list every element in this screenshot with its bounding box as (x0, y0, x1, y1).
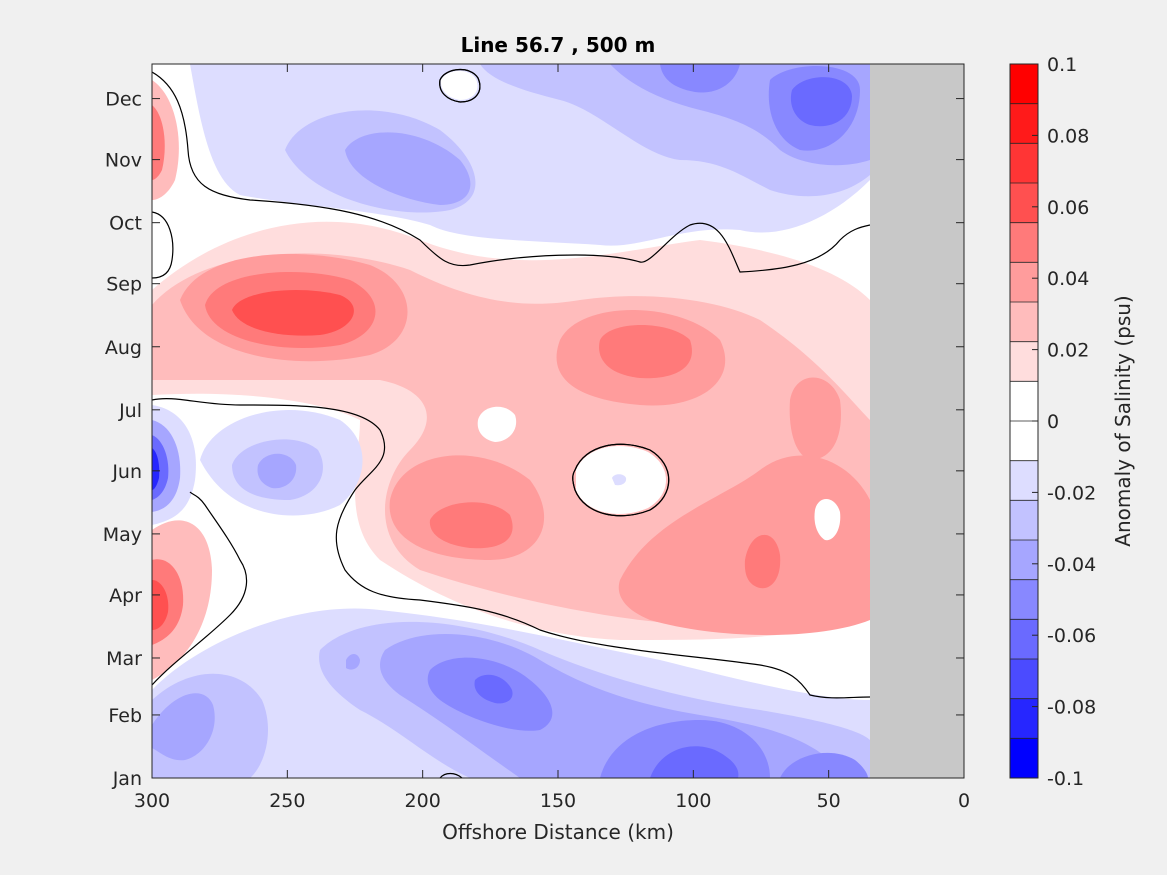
colorbar-tick-label-9: -0.08 (1047, 697, 1096, 719)
contour-fill-neg-11 (257, 453, 297, 489)
contour-fill-pos-5 (232, 290, 354, 336)
zero-contour-line-7 (439, 772, 463, 778)
zero-hole-4 (440, 70, 478, 100)
colorbar-level-17 (1010, 738, 1038, 779)
contour-fill-pos-10 (618, 455, 870, 635)
colorbar-tick-label-10: -0.1 (1047, 768, 1084, 790)
contour-fill-neg-26 (346, 654, 360, 670)
y-tick-label-jan: Jan (112, 768, 142, 790)
y-axis: Jan Feb Mar Apr May Jun Jul Aug Sep Oct Nov Dec (103, 89, 964, 790)
zero-hole-2 (477, 406, 517, 442)
contour-fill-pos-7 (599, 325, 692, 379)
contour-fill-neg-25 (152, 693, 215, 761)
colorbar-tick-label-3: 0.04 (1047, 268, 1089, 290)
colorbar-level-9 (1010, 421, 1038, 462)
colorbar-tick-label-7: -0.04 (1047, 554, 1096, 576)
contour-fill-pos-9 (429, 502, 513, 549)
contour-fill-neg-22 (650, 746, 739, 778)
contour-fill-neg-6 (660, 64, 740, 93)
y-tick-label-feb: Feb (108, 705, 142, 727)
contour-fills (152, 64, 870, 778)
colorbar-level-12 (1010, 540, 1038, 581)
x-tick-label-0: 300 (134, 790, 170, 812)
y-tick-label-nov: Nov (105, 150, 142, 172)
colorbar-level-7 (1010, 341, 1038, 382)
x-tick-label-3: 150 (540, 790, 576, 812)
contour-fill-neg-23 (780, 752, 868, 778)
colorbar-level-14 (1010, 619, 1038, 660)
x-tick-label-1: 250 (269, 790, 305, 812)
y-tick-label-may: May (103, 524, 142, 546)
colorbar-label: Anomaly of Salinity (psu) (1111, 295, 1135, 546)
colorbar-tick-label-5: 0 (1047, 411, 1059, 433)
colorbar-tick-label-4: 0.02 (1047, 340, 1089, 362)
contour-fill-neg-3 (345, 132, 471, 205)
colorbar-level-15 (1010, 659, 1038, 700)
colorbar-level-0 (1010, 64, 1038, 105)
center-negative-speck (612, 474, 627, 486)
contour-fill-pos-17 (152, 105, 165, 180)
colorbar-tick-label-1: 0.08 (1047, 125, 1089, 147)
y-tick-label-mar: Mar (106, 648, 142, 670)
colorbar-level-2 (1010, 143, 1038, 184)
colorbar-level-6 (1010, 302, 1038, 343)
colorbar-level-11 (1010, 500, 1038, 541)
colorbar-level-16 (1010, 698, 1038, 739)
y-tick-label-oct: Oct (109, 213, 142, 235)
colorbar-level-1 (1010, 103, 1038, 144)
x-tick-label-5: 50 (817, 790, 841, 812)
y-tick-label-apr: Apr (109, 585, 142, 607)
colorbar-level-4 (1010, 222, 1038, 263)
zero-contour-line-2 (152, 211, 174, 279)
colorbar-level-5 (1010, 262, 1038, 303)
y-tick-label-sep: Sep (106, 274, 142, 296)
contour-fill-neg-15 (152, 448, 160, 490)
x-axis: 300 250 200 150 100 50 0 (134, 64, 970, 812)
contour-fill-pos-11 (789, 377, 841, 460)
zero-contour-line-4 (152, 491, 248, 686)
x-tick-label-2: 200 (405, 790, 441, 812)
x-axis-label: Offshore Distance (km) (442, 820, 674, 844)
colorbar-level-13 (1010, 579, 1038, 620)
x-tick-label-6: 0 (958, 790, 970, 812)
colorbar-level-3 (1010, 183, 1038, 224)
contour-fill-pos-15 (152, 580, 169, 630)
contour-fill-neg-20 (474, 674, 513, 704)
y-tick-label-jul: Jul (118, 400, 142, 422)
colorbar-level-10 (1010, 460, 1038, 501)
chart-title: Line 56.7 , 500 m (461, 33, 656, 57)
y-tick-label-dec: Dec (105, 89, 142, 111)
plot-area (152, 64, 964, 778)
zero-contour-line-1 (152, 71, 871, 273)
no-data-region (870, 64, 964, 778)
colorbar-tick-label-2: 0.06 (1047, 197, 1089, 219)
x-tick-label-4: 100 (675, 790, 711, 812)
contour-fill-neg-8 (790, 77, 852, 127)
zero-contour-loop (572, 443, 670, 517)
zero-contour-loop-top (439, 69, 481, 103)
colorbar: 0.1 0.08 0.06 0.04 0.02 0 -0.02 -0.04 -0.06 -0.08… (1009, 54, 1096, 790)
zero-contour-line-3 (152, 398, 871, 699)
y-tick-label-aug: Aug (105, 337, 142, 359)
colorbar-tick-label-8: -0.06 (1047, 625, 1096, 647)
zero-hole-3 (814, 498, 841, 541)
colorbar-level-8 (1010, 381, 1038, 422)
colorbar-tick-label-0: 0.1 (1047, 54, 1077, 76)
contour-fill-pos-12 (744, 534, 781, 589)
colorbar-tick-label-6: -0.02 (1047, 482, 1096, 504)
y-tick-label-jun: Jun (111, 461, 142, 483)
